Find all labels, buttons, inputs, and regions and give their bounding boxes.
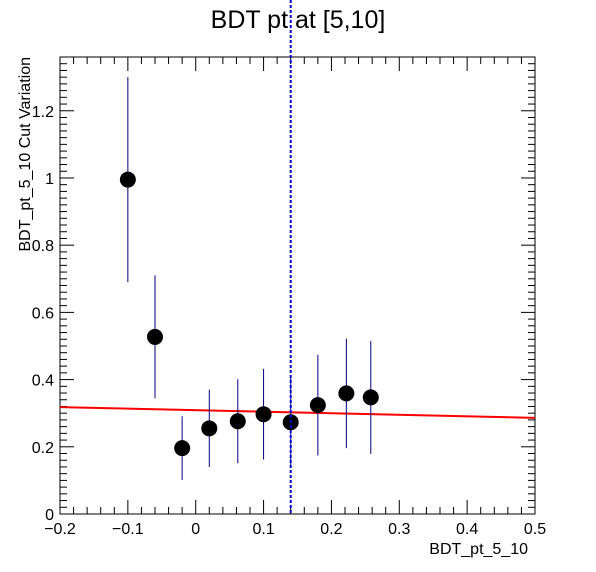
data-points	[119, 171, 379, 457]
data-point	[147, 328, 163, 345]
x-tick-label: 0.3	[388, 521, 410, 538]
y-tick-label: 0.8	[32, 238, 54, 255]
plot-frame	[59, 56, 536, 515]
y-tick-label: 1.2	[32, 104, 54, 121]
y-tick-label: 1	[45, 171, 54, 188]
chart-title: BDT pt at [5,10]	[211, 6, 386, 34]
fit-line-group	[59, 406, 536, 419]
x-tick-label: −0.1	[112, 521, 144, 538]
x-tick-label: 0.2	[320, 521, 342, 538]
data-point	[174, 440, 191, 457]
y-tick-label: 0.6	[32, 305, 54, 322]
axis-ticks: −0.2 −0.1 0 0.1 0.2 0.3 0.4 0.5 0 0.2 0.4 0.6 0.8 1 1.…	[32, 56, 546, 538]
data-point	[309, 397, 326, 414]
data-point	[255, 406, 272, 423]
y-axis-title: BDT_pt_5_10 Cut Variation	[17, 57, 34, 251]
y-tick-label: 0.4	[32, 373, 54, 390]
fit-line	[59, 406, 536, 419]
y-tick-label: 0.2	[32, 440, 54, 457]
x-tick-label: 0	[191, 521, 200, 538]
data-point	[338, 385, 355, 402]
x-tick-label: 0.5	[524, 521, 546, 538]
error-bars	[127, 77, 372, 481]
y-tick-label: 0	[45, 507, 54, 524]
data-point	[201, 420, 218, 437]
x-tick-label: 0.4	[456, 521, 478, 538]
x-axis-title: BDT_pt_5_10	[429, 541, 528, 558]
data-point	[119, 171, 136, 188]
x-tick-label: 0.1	[252, 521, 274, 538]
x-tick-label: −0.2	[44, 521, 76, 538]
data-point	[362, 389, 379, 406]
data-point	[229, 413, 246, 430]
